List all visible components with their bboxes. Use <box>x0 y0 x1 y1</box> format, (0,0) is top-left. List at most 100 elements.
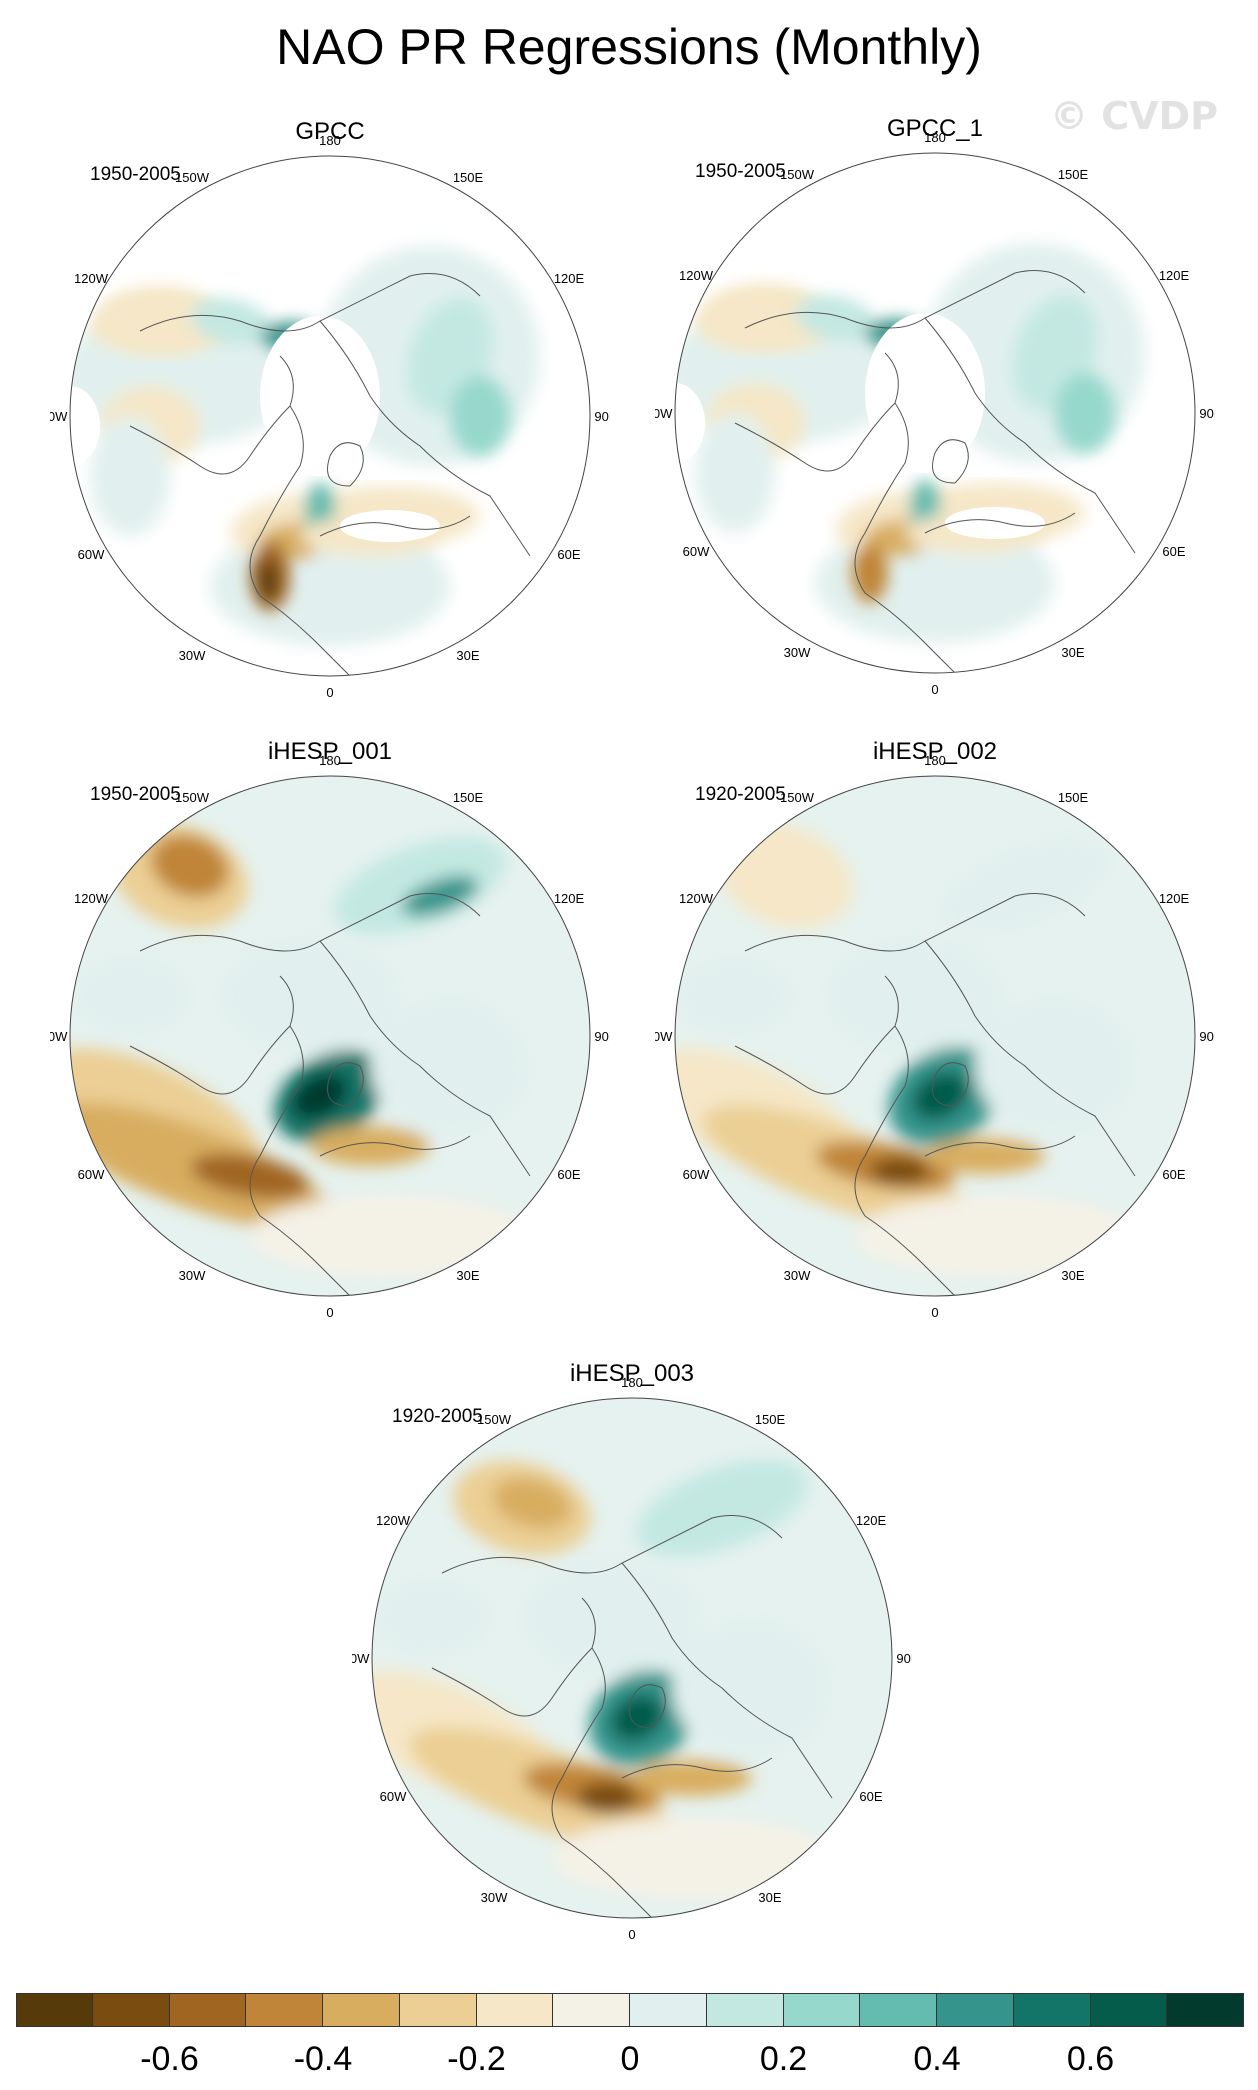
longitude-label: 30E <box>456 1268 479 1283</box>
colorbar-box <box>1167 1993 1244 2027</box>
longitude-label: 90W <box>50 1029 68 1044</box>
longitude-label: 120W <box>74 891 109 906</box>
panel-title: iHESP_003 <box>569 1360 695 1387</box>
longitude-label: 90W <box>352 1651 370 1666</box>
coastline <box>924 512 1076 534</box>
coastline <box>441 1515 783 1574</box>
longitude-label: 120E <box>554 891 585 906</box>
regression-contour <box>70 956 190 1036</box>
colorbar-tick-label: -0.6 <box>140 2040 199 2078</box>
longitude-label: 60W <box>78 547 105 562</box>
coastline <box>744 270 1086 329</box>
longitude-label: 120E <box>856 1513 887 1528</box>
coastline <box>249 1025 304 1217</box>
figure-title: NAO PR Regressions (Monthly) <box>276 19 982 75</box>
map-border <box>674 152 1196 674</box>
longitude-label: 90E <box>1199 406 1215 421</box>
coastline <box>139 893 481 952</box>
regression-contour <box>705 283 825 343</box>
panel-period: 1950-2005 <box>695 161 786 182</box>
coastline <box>249 405 304 597</box>
panel-period: 1920-2005 <box>695 784 786 805</box>
longitude-label: 90E <box>1199 1029 1215 1044</box>
longitude-label: 90E <box>594 409 610 424</box>
longitude-label: 150W <box>477 1412 512 1427</box>
longitude-label: 90E <box>594 1029 610 1044</box>
longitude-label: 120E <box>1159 268 1190 283</box>
regression-contour <box>292 1073 348 1119</box>
regression-contour <box>1055 373 1115 453</box>
panel-period: 1920-2005 <box>392 1406 483 1427</box>
regression-contour <box>522 1558 702 1678</box>
longitude-label: 0 <box>326 685 333 698</box>
longitude-label: 0 <box>628 1927 635 1940</box>
map-panel-5: iHESP_003180150E120E90E60E30E030W60W90W1… <box>352 1360 912 1940</box>
longitude-label: 60W <box>683 1167 710 1182</box>
coastline <box>932 439 969 484</box>
regression-contour <box>825 936 1005 1056</box>
coastline <box>924 1135 1076 1157</box>
panel-title: GPCC <box>295 118 365 145</box>
longitude-label: 120E <box>554 271 585 286</box>
longitude-label: 60E <box>557 547 580 562</box>
longitude-label: 150E <box>755 1412 786 1427</box>
regression-contour <box>450 376 510 456</box>
longitude-label: 120W <box>679 891 714 906</box>
coastline <box>139 273 481 332</box>
colorbar-box <box>1090 1993 1168 2027</box>
regression-contour <box>636 1459 808 1557</box>
longitude-label: 60E <box>859 1789 882 1804</box>
regression-contour <box>855 1196 1135 1276</box>
longitude-label: 150W <box>175 790 210 805</box>
longitude-label: 180 <box>621 1375 643 1390</box>
coastline <box>259 595 351 676</box>
regression-contour <box>258 561 278 601</box>
missing-data-area <box>340 510 440 542</box>
regression-contour <box>911 1071 969 1121</box>
coastline <box>744 893 1086 952</box>
colorbar-box <box>1013 1993 1091 2027</box>
colorbar-box <box>323 1993 400 2027</box>
regression-contour <box>492 1477 572 1529</box>
colorbar-box <box>399 1993 477 2027</box>
regression-contour <box>370 996 530 1136</box>
longitude-label: 60E <box>1162 544 1185 559</box>
missing-data-area <box>865 313 985 473</box>
coastline <box>319 1135 471 1157</box>
longitude-label: 150E <box>1058 790 1089 805</box>
colorbar-box <box>630 1993 707 2027</box>
coastline <box>629 1684 666 1729</box>
longitude-label: 90W <box>655 1029 673 1044</box>
coastline <box>854 402 909 594</box>
longitude-label: 120W <box>679 268 714 283</box>
longitude-label: 60E <box>557 1167 580 1182</box>
coastline <box>431 1597 596 1717</box>
longitude-label: 90W <box>655 406 673 421</box>
regression-contour <box>870 1157 930 1185</box>
longitude-label: 90W <box>50 409 68 424</box>
longitude-label: 30E <box>1061 1268 1084 1283</box>
regression-contour <box>100 286 220 346</box>
regression-contour <box>577 1782 637 1814</box>
longitude-label: 30W <box>179 648 206 663</box>
colorbar-box <box>92 1993 170 2027</box>
longitude-label: 150W <box>780 790 815 805</box>
map-border <box>69 155 591 677</box>
cvdp-watermark: © CVDP <box>1050 94 1218 138</box>
regression-contour <box>250 1196 530 1276</box>
colorbar-tick-label: -0.4 <box>293 2040 353 2078</box>
coastline <box>319 320 531 557</box>
coastline <box>319 940 531 1177</box>
map-border <box>674 775 1196 1297</box>
regression-contour <box>939 837 1111 935</box>
coastline <box>561 1837 653 1918</box>
regression-contour <box>334 837 506 935</box>
regression-contour <box>632 1760 752 1796</box>
longitude-label: 150E <box>1058 167 1089 182</box>
regression-contour <box>795 295 875 341</box>
map-panel-3: iHESP_001180150E120E90E60E30E030W60W90W1… <box>50 738 610 1318</box>
panel-period: 1950-2005 <box>90 164 181 185</box>
colorbar-box <box>553 1993 630 2027</box>
longitude-label: 180 <box>319 753 341 768</box>
